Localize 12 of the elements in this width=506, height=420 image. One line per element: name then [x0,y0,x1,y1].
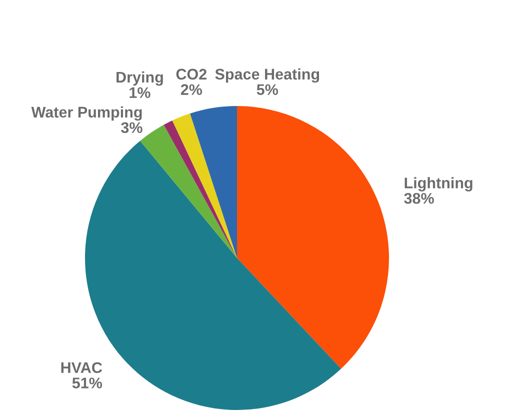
slice-label: CO2 [176,68,206,80]
data-label: 5% [256,84,278,96]
slice-label: HVAC [61,362,102,374]
slice-label: Space Heating [215,68,320,83]
data-label: 51% [72,378,102,388]
slice-label: Drying [116,71,163,86]
slice-label: Water Pumping [31,106,142,121]
data-label: 38% [404,192,434,204]
data-label: 3% [121,122,142,134]
data-label: 2% [180,84,202,95]
slice-label: Lightning [404,177,472,192]
data-label: 1% [130,87,150,98]
